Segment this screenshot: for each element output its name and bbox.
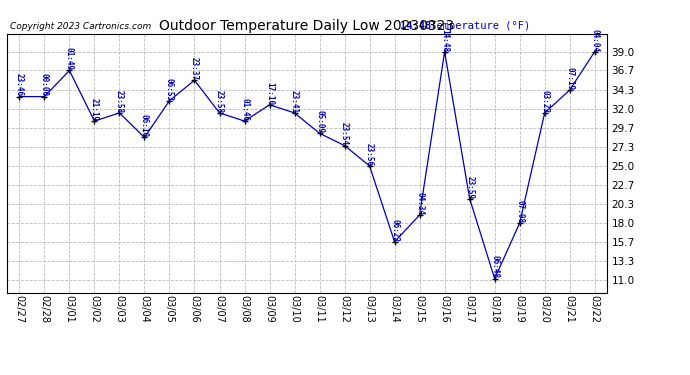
Text: Copyright 2023 Cartronics.com: Copyright 2023 Cartronics.com: [10, 22, 151, 31]
Text: 06:22: 06:22: [390, 219, 399, 242]
Text: 23:41: 23:41: [290, 90, 299, 113]
Text: 04:34: 04:34: [415, 192, 424, 215]
Text: 01:46: 01:46: [240, 98, 249, 121]
Text: 23:46: 23:46: [15, 74, 24, 97]
Text: 23:58: 23:58: [115, 90, 124, 113]
Text: 23:37: 23:37: [190, 57, 199, 80]
Text: 23:58: 23:58: [215, 90, 224, 113]
Text: 23:59: 23:59: [465, 176, 474, 199]
Text: 23:54: 23:54: [340, 123, 349, 146]
Text: 06:10: 06:10: [140, 114, 149, 137]
Text: 06:48: 06:48: [490, 255, 499, 279]
Text: 01:49: 01:49: [65, 47, 74, 70]
Text: 23:56: 23:56: [365, 143, 374, 166]
Text: 05:09: 05:09: [315, 110, 324, 134]
Text: 14:48: 14:48: [440, 28, 449, 52]
Title: Outdoor Temperature Daily Low 20230323: Outdoor Temperature Daily Low 20230323: [159, 19, 455, 33]
Text: Temperature (°F): Temperature (°F): [424, 21, 531, 31]
Text: 17:10: 17:10: [265, 82, 274, 105]
Text: 06:53: 06:53: [165, 78, 174, 101]
Text: 00:00: 00:00: [40, 74, 49, 97]
Text: 07:19: 07:19: [565, 67, 574, 90]
Text: 21:19: 21:19: [90, 98, 99, 121]
Text: 07:08: 07:08: [515, 200, 524, 223]
Text: 14:48: 14:48: [400, 21, 431, 31]
Text: 04:04: 04:04: [590, 28, 599, 52]
Text: 03:22: 03:22: [540, 90, 549, 113]
